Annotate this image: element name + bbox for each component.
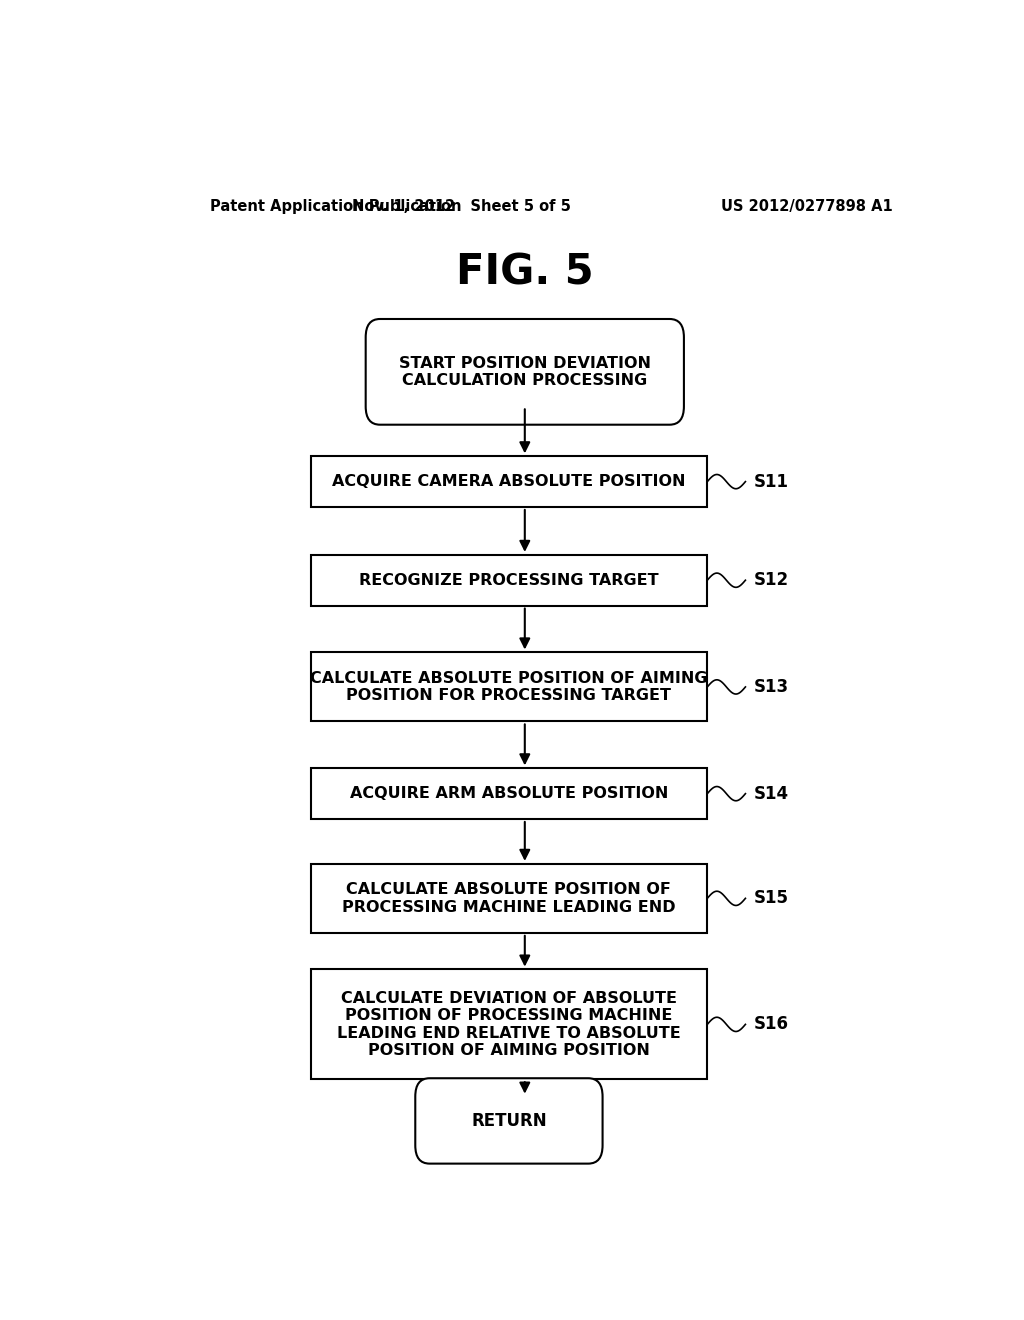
Text: S14: S14 [754, 784, 788, 803]
Text: S13: S13 [754, 678, 788, 696]
Text: CALCULATE ABSOLUTE POSITION OF AIMING
POSITION FOR PROCESSING TARGET: CALCULATE ABSOLUTE POSITION OF AIMING PO… [310, 671, 708, 704]
Bar [310, 457, 708, 507]
Bar [310, 652, 708, 722]
Text: S16: S16 [754, 1015, 788, 1034]
Text: S11: S11 [754, 473, 788, 491]
FancyBboxPatch shape [416, 1078, 602, 1164]
Text: START POSITION DEVIATION
CALCULATION PROCESSING: START POSITION DEVIATION CALCULATION PRO… [398, 355, 651, 388]
Bar [310, 554, 708, 606]
Bar [310, 863, 708, 933]
Text: RETURN: RETURN [471, 1111, 547, 1130]
Text: Patent Application Publication: Patent Application Publication [210, 199, 461, 214]
Bar [310, 768, 708, 818]
Text: S15: S15 [754, 890, 788, 907]
Text: RECOGNIZE PROCESSING TARGET: RECOGNIZE PROCESSING TARGET [359, 573, 658, 587]
FancyBboxPatch shape [366, 319, 684, 425]
Text: S12: S12 [754, 572, 788, 589]
Text: US 2012/0277898 A1: US 2012/0277898 A1 [721, 199, 892, 214]
Text: Nov. 1, 2012   Sheet 5 of 5: Nov. 1, 2012 Sheet 5 of 5 [352, 199, 570, 214]
Text: ACQUIRE CAMERA ABSOLUTE POSITION: ACQUIRE CAMERA ABSOLUTE POSITION [332, 474, 686, 490]
Bar [310, 969, 708, 1080]
Text: ACQUIRE ARM ABSOLUTE POSITION: ACQUIRE ARM ABSOLUTE POSITION [350, 787, 668, 801]
Text: CALCULATE ABSOLUTE POSITION OF
PROCESSING MACHINE LEADING END: CALCULATE ABSOLUTE POSITION OF PROCESSIN… [342, 882, 676, 915]
Text: FIG. 5: FIG. 5 [456, 251, 594, 293]
Text: CALCULATE DEVIATION OF ABSOLUTE
POSITION OF PROCESSING MACHINE
LEADING END RELAT: CALCULATE DEVIATION OF ABSOLUTE POSITION… [337, 991, 681, 1057]
